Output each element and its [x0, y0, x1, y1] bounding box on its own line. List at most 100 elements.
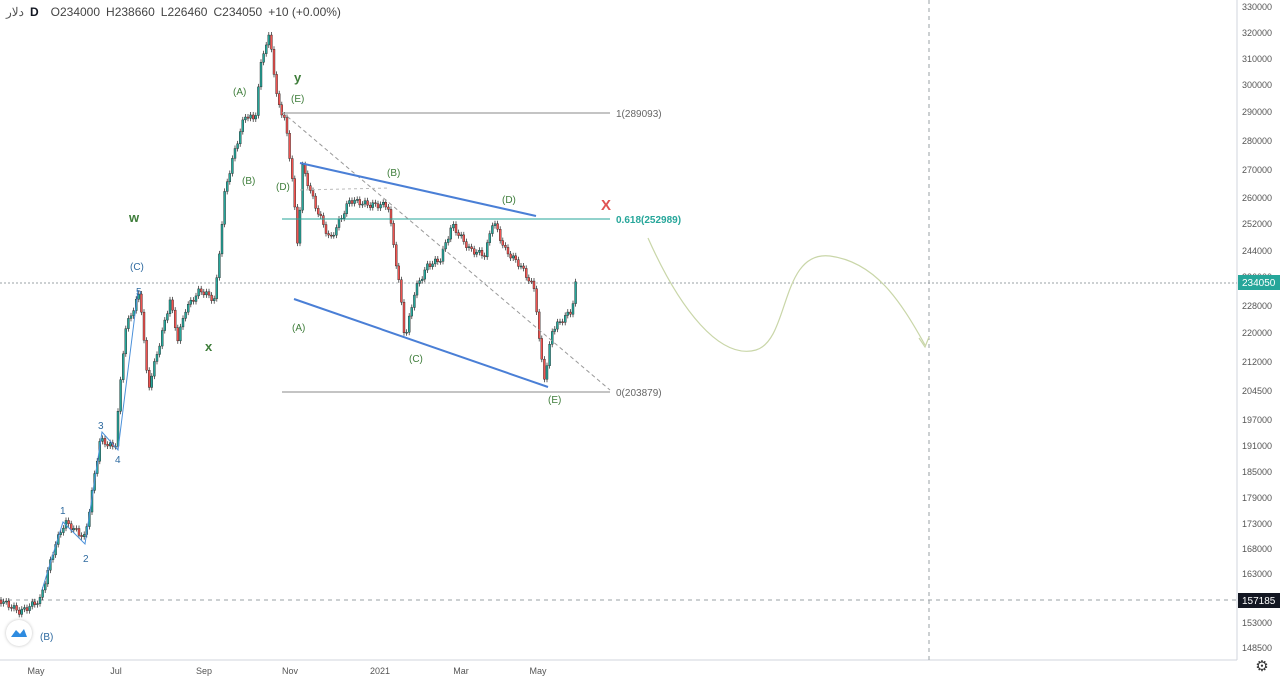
candle	[278, 93, 281, 105]
x-tick-label: May	[27, 666, 45, 676]
channel-lower-line[interactable]	[293, 298, 549, 388]
low-value: L226460	[160, 5, 208, 19]
impulse-wave-line	[41, 289, 139, 591]
candle	[150, 375, 154, 388]
wave-label-E-top: (E)	[291, 94, 304, 105]
candle	[20, 608, 23, 615]
candle	[285, 117, 289, 134]
candle	[254, 115, 258, 120]
tv-logo-icon[interactable]	[6, 620, 32, 646]
candle	[311, 190, 315, 197]
candle	[197, 288, 200, 297]
candle	[212, 298, 216, 301]
candle	[275, 74, 278, 94]
candle	[241, 119, 245, 132]
candle	[558, 321, 562, 323]
candle	[564, 315, 567, 323]
candle	[374, 202, 377, 204]
candle	[395, 244, 398, 267]
candle	[426, 263, 429, 271]
symbol-header: دلار D O234000 H238660 L226460 C234050 +…	[6, 5, 341, 19]
candle	[522, 265, 525, 269]
candle	[238, 131, 242, 145]
candle	[462, 234, 465, 242]
candle	[103, 438, 107, 445]
candle	[31, 601, 34, 607]
candle	[343, 213, 346, 219]
candle	[194, 295, 198, 302]
candle	[18, 609, 21, 615]
symbol-name[interactable]: دلار	[6, 5, 24, 19]
last-price-label: 234050	[1242, 278, 1276, 289]
candle	[387, 206, 390, 210]
candle	[38, 597, 42, 604]
wave-label-D-left: (D)	[276, 182, 290, 193]
projection-curve[interactable]	[647, 237, 926, 352]
y-tick-label: 168000	[1242, 544, 1272, 554]
y-tick-label: 191000	[1242, 441, 1272, 451]
level-badge	[1238, 593, 1280, 608]
y-tick-label: 260000	[1242, 193, 1272, 203]
candle	[353, 199, 356, 204]
candle	[488, 233, 491, 243]
candle	[249, 114, 252, 119]
wave-label-5: 5	[136, 287, 142, 298]
candle	[179, 326, 182, 342]
candle	[382, 202, 385, 205]
candle	[173, 309, 177, 328]
candle	[571, 303, 575, 315]
candle	[251, 114, 255, 120]
high-value: H238660	[106, 5, 155, 19]
candle	[514, 255, 517, 260]
candle	[288, 133, 291, 159]
candle	[551, 331, 554, 345]
candle	[2, 601, 5, 604]
y-tick-label: 173000	[1242, 519, 1272, 529]
candle	[535, 288, 538, 313]
candle	[363, 200, 367, 205]
candle	[280, 104, 283, 116]
candle	[561, 321, 564, 323]
x-tick-labels: May Jul Sep Nov 2021 Mar May	[27, 666, 547, 676]
wave-label-w: w	[128, 210, 140, 225]
candle	[15, 605, 18, 611]
candle	[10, 607, 13, 609]
change-value: +10 (+0.00%)	[268, 5, 341, 19]
channel-upper-line[interactable]	[299, 162, 537, 217]
candle	[504, 245, 507, 248]
candle	[106, 444, 109, 447]
candle	[41, 589, 44, 598]
candle	[392, 223, 395, 245]
timeframe[interactable]: D	[29, 5, 39, 19]
candle	[496, 223, 499, 230]
wave-label-4: 4	[115, 455, 121, 466]
candle	[259, 62, 263, 88]
candle	[33, 601, 36, 605]
candle	[184, 311, 187, 319]
candle	[82, 534, 86, 537]
candle	[124, 328, 128, 355]
candle	[4, 600, 8, 603]
gear-icon[interactable]: ⚙	[1255, 658, 1269, 675]
candle	[491, 225, 494, 234]
candle	[402, 301, 406, 334]
y-tick-label: 204500	[1242, 386, 1272, 396]
trend-diagonal[interactable]	[281, 111, 611, 391]
wave-label-2: 2	[83, 554, 89, 565]
price-axis[interactable]	[1237, 0, 1280, 681]
y-tick-label: 148500	[1242, 643, 1272, 653]
wave-label-B-bottom: (B)	[40, 632, 53, 643]
y-tick-label: 252000	[1242, 219, 1272, 229]
wave-label-A-channel: (A)	[292, 323, 305, 334]
candle	[361, 203, 364, 206]
candle	[350, 200, 354, 204]
candle	[478, 250, 481, 253]
candle	[67, 520, 70, 524]
candle	[444, 242, 447, 250]
candle	[543, 358, 546, 380]
candle	[436, 258, 439, 262]
candle	[0, 599, 3, 604]
candle	[72, 528, 76, 531]
y-tick-label: 300000	[1242, 80, 1272, 90]
